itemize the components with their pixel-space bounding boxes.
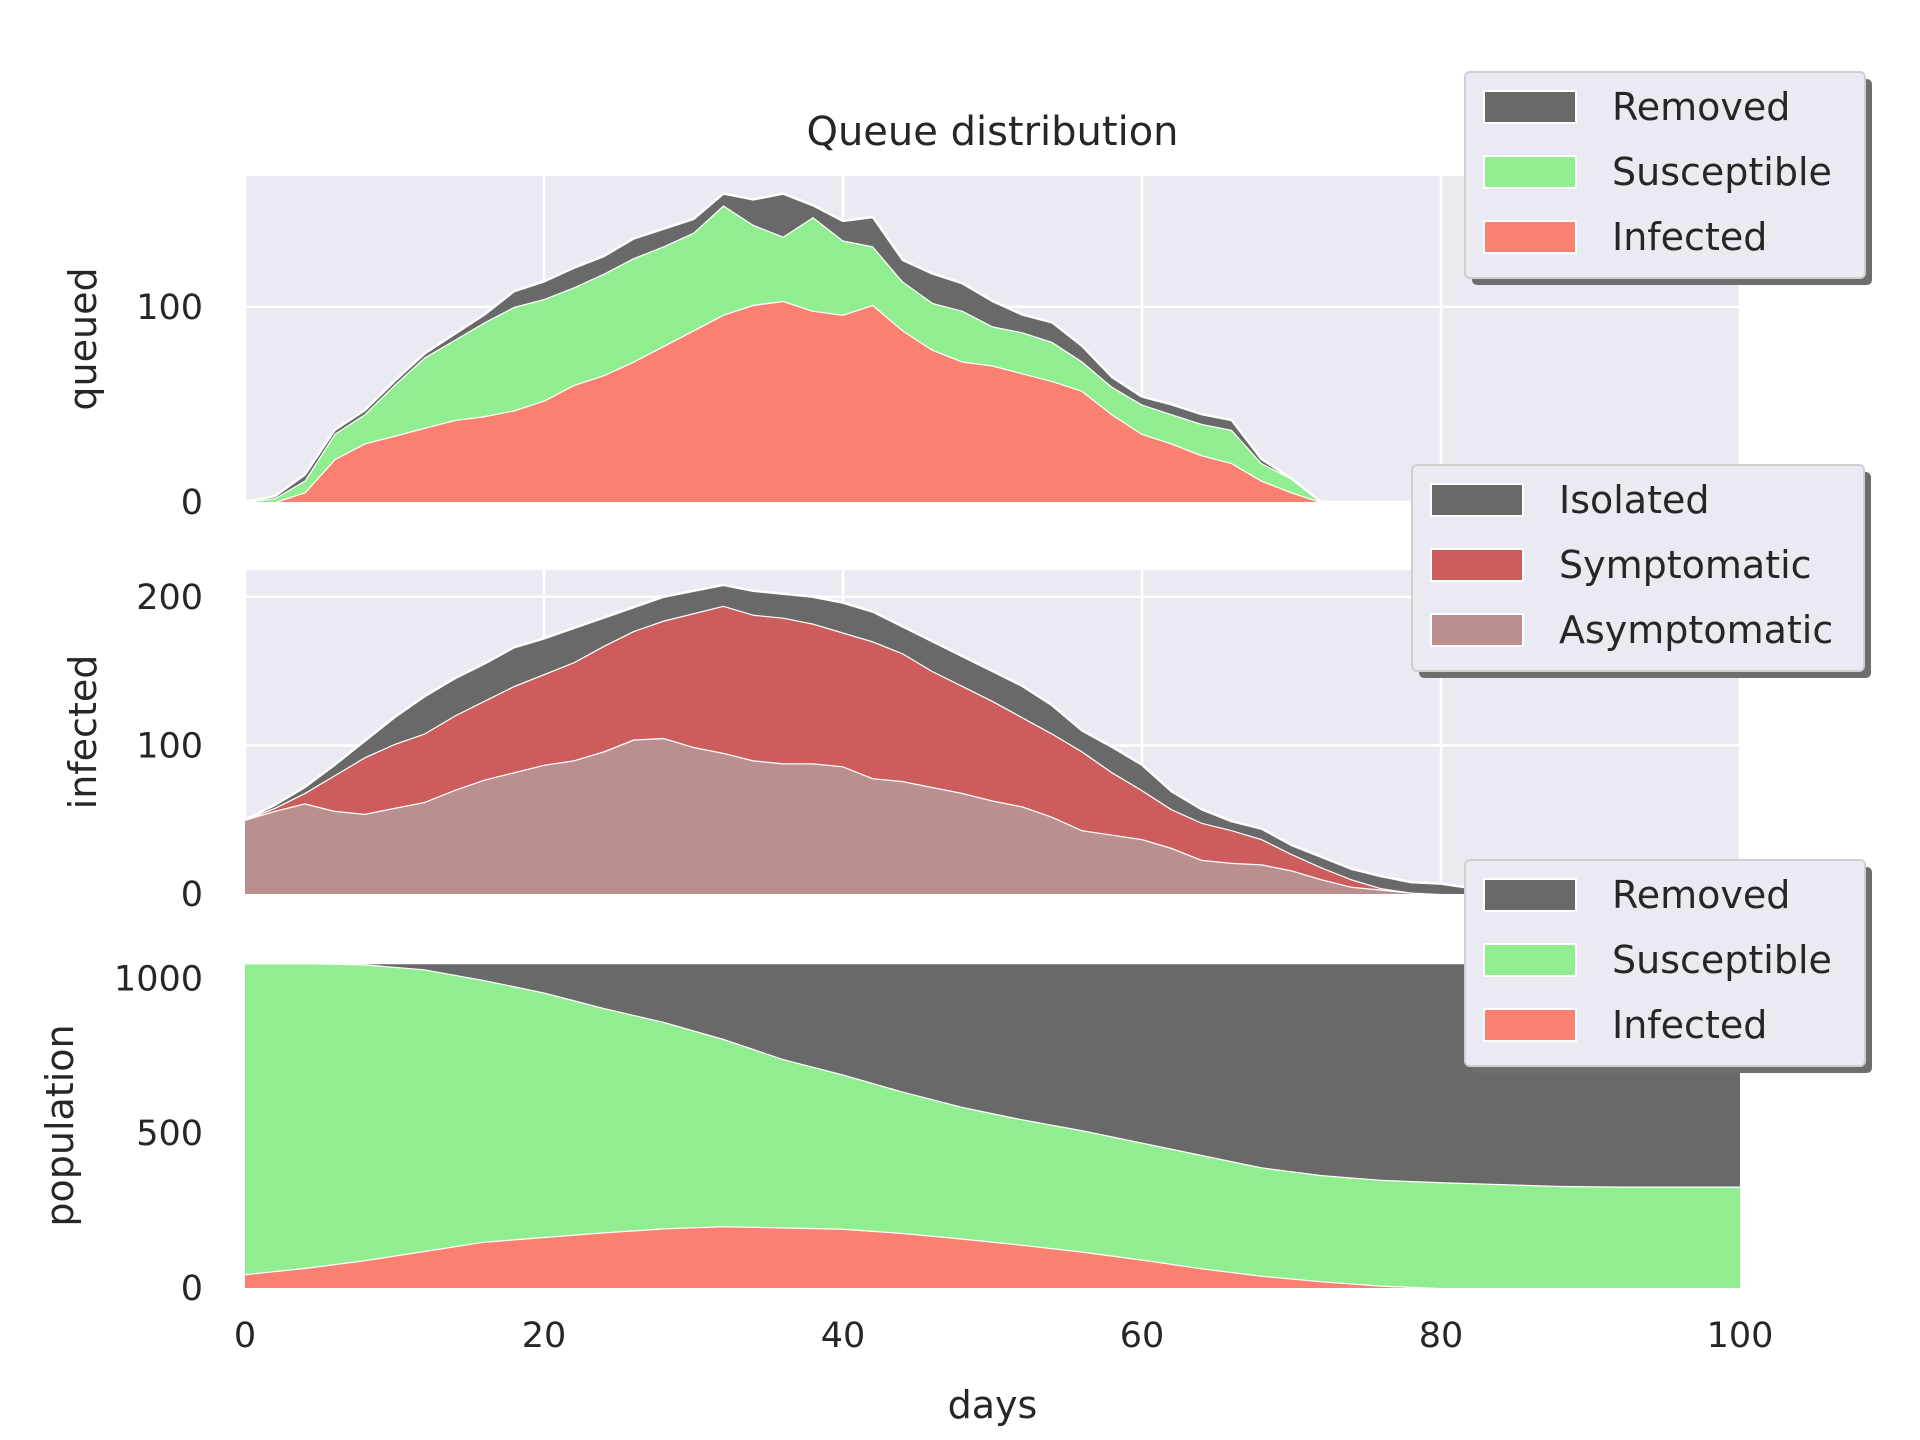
y-tick-label: 200 <box>136 578 203 618</box>
legend-swatch <box>1483 220 1577 254</box>
legend-entry-infected: Infected <box>1483 215 1767 259</box>
area-susceptible <box>245 963 1740 1288</box>
x-tick-label: 20 <box>522 1316 567 1356</box>
x-tick-label: 40 <box>821 1316 866 1356</box>
area-symptomatic <box>245 605 1740 894</box>
legend-swatch <box>1483 155 1577 189</box>
legend-swatch <box>1483 878 1577 912</box>
x-tick-label: 80 <box>1419 1316 1464 1356</box>
line-susceptible <box>245 963 1740 1188</box>
legend-swatch <box>1483 90 1577 124</box>
y-tick-label: 0 <box>181 1269 203 1309</box>
legend-entry-infected: Infected <box>1483 1003 1767 1047</box>
x-axis-label: days <box>948 1383 1038 1427</box>
legend-entry-susceptible: Susceptible <box>1483 150 1832 194</box>
y-axis-label: infected <box>61 655 105 810</box>
legend: Isolated Symptomatic Asymptomatic <box>1411 464 1871 678</box>
chart-title: Queue distribution <box>806 109 1178 155</box>
y-axis-label: queued <box>61 267 105 410</box>
line-removed <box>245 192 1740 502</box>
legend-swatch <box>1483 943 1577 977</box>
legend-entry-asymptomatic: Asymptomatic <box>1430 608 1833 652</box>
x-tick-label: 0 <box>234 1316 256 1356</box>
legend-entry-susceptible: Susceptible <box>1483 938 1832 982</box>
legend-label: Infected <box>1612 1003 1767 1047</box>
area-stack <box>245 583 1740 894</box>
y-tick-label: 500 <box>136 1114 203 1154</box>
legend-box <box>1411 464 1865 672</box>
area-stack <box>245 963 1740 1288</box>
area-susceptible <box>245 205 1740 502</box>
legend-label: Isolated <box>1559 478 1710 522</box>
legend: Removed Susceptible Infected <box>1464 859 1872 1073</box>
legend-label: Symptomatic <box>1559 543 1812 587</box>
subplot-2: 0 100 200 infected Isolated Symptomatic Asympt… <box>61 464 1871 915</box>
area-removed <box>245 963 1740 1187</box>
line-infected <box>245 299 1740 502</box>
legend-swatch <box>1483 1008 1577 1042</box>
area-infected <box>245 1226 1740 1288</box>
legend-label: Asymptomatic <box>1559 608 1833 652</box>
legend-label: Removed <box>1612 873 1790 917</box>
legend-swatch <box>1430 613 1524 647</box>
legend-label: Infected <box>1612 215 1767 259</box>
legend-swatch <box>1430 548 1524 582</box>
legend-entry-isolated: Isolated <box>1430 478 1710 522</box>
y-tick-label: 100 <box>136 726 203 766</box>
legend: Removed Susceptible Infected <box>1464 71 1872 285</box>
legend-label: Susceptible <box>1612 938 1832 982</box>
legend-entry-symptomatic: Symptomatic <box>1430 543 1812 587</box>
area-infected <box>245 300 1740 502</box>
y-tick-label: 100 <box>136 288 203 328</box>
y-tick-label: 1000 <box>114 959 203 999</box>
x-tick-label: 100 <box>1707 1316 1774 1356</box>
legend-label: Removed <box>1612 85 1790 129</box>
subplot-1: 0 100 queued Queue distribution Removed Susce… <box>61 71 1872 523</box>
legend-label: Susceptible <box>1612 150 1832 194</box>
subplot-3: 0 500 1000 0 20 40 60 80 100 population days Remove… <box>38 859 1872 1427</box>
area-asymptomatic <box>245 737 1740 894</box>
area-stack <box>245 192 1740 502</box>
y-tick-label: 0 <box>181 875 203 915</box>
legend-entry-removed: Removed <box>1483 85 1790 129</box>
legend-entry-removed: Removed <box>1483 873 1790 917</box>
y-axis-label: population <box>38 1024 82 1226</box>
x-tick-label: 60 <box>1120 1316 1165 1356</box>
line-isolated <box>245 583 1740 894</box>
y-tick-label: 0 <box>181 483 203 523</box>
legend-swatch <box>1430 483 1524 517</box>
